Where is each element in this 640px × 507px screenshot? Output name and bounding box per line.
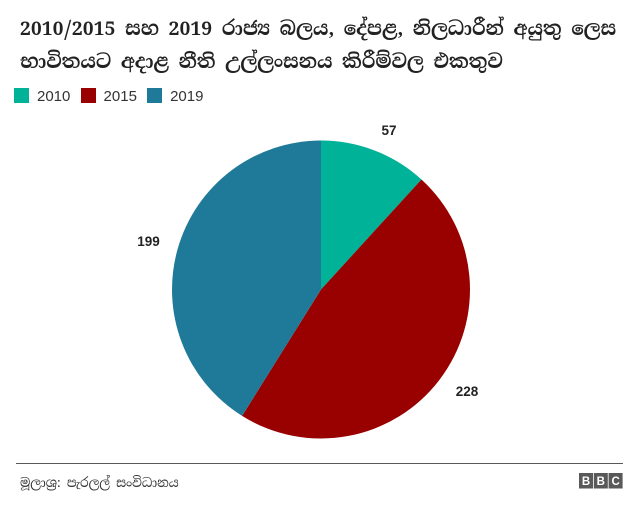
svg-text:B: B xyxy=(582,476,590,488)
svg-text:C: C xyxy=(611,476,619,488)
svg-text:B: B xyxy=(597,476,605,488)
